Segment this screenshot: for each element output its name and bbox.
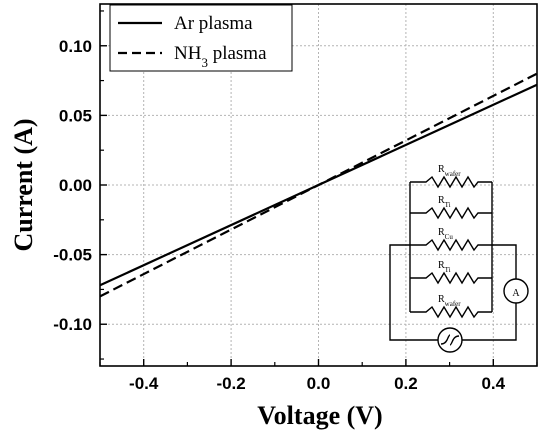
resistor-symbol	[410, 271, 492, 285]
resistor-label-sub: wafer	[445, 300, 462, 308]
y-tick-label: -0.05	[53, 246, 92, 265]
x-tick-label: -0.4	[129, 374, 159, 393]
y-tick-label: 0.10	[59, 37, 92, 56]
resistor-label-sub: Ti	[445, 266, 451, 274]
resistor-label-sub: Ti	[445, 201, 451, 209]
legend-label-ar: Ar plasma	[174, 13, 253, 34]
inset-outer-loop-top	[492, 244, 517, 279]
resistor-label-main: R	[438, 195, 445, 206]
circuit-inset	[389, 182, 529, 353]
resistor-symbol	[410, 238, 492, 252]
resistor-symbol	[410, 175, 492, 189]
y-tick-label: -0.10	[53, 315, 92, 334]
resistor-label: Rwafer	[438, 294, 461, 308]
resistor-label: Rwafer	[438, 164, 461, 178]
series-line-nh3-plasma	[99, 72, 538, 298]
data-series	[99, 72, 538, 298]
resistor-label: RTi	[438, 195, 451, 209]
resistor-label-sub: Cu	[445, 233, 454, 241]
resistor-label-main: R	[438, 294, 445, 305]
resistor-label-main: R	[438, 260, 445, 271]
x-axis-title: Voltage (V)	[257, 401, 382, 430]
legend-label-nh3-rest: plasma	[208, 43, 267, 64]
x-tick-label: 0.2	[394, 374, 418, 393]
resistor-symbol	[410, 305, 492, 319]
x-tick-label: 0.0	[307, 374, 331, 393]
y-tick-label: 0.00	[59, 176, 92, 195]
x-tick-label: 0.4	[481, 374, 505, 393]
resistor-label: RTi	[438, 260, 451, 274]
tick-labels: -0.4 -0.2 0.0 0.2 0.4 -0.10 -0.05 0.00 0.05 0.10	[53, 37, 505, 393]
legend-box	[109, 4, 293, 72]
resistor-label-main: R	[438, 164, 445, 175]
ac-source-symbol	[437, 327, 463, 353]
legend-label-nh3-main: NH	[174, 43, 202, 64]
legend-label-nh3: NH3 plasma	[174, 43, 267, 70]
inset-outer-loop	[389, 244, 438, 341]
resistor-label-main: R	[438, 227, 445, 238]
resistor-label-sub: wafer	[445, 170, 462, 178]
x-tick-label: -0.2	[216, 374, 245, 393]
ammeter-symbol	[503, 278, 529, 304]
ammeter-label: A	[512, 288, 520, 299]
legend-label-nh3-sub: 3	[201, 55, 208, 70]
ac-source-wave	[440, 334, 460, 346]
resistor-label: RCu	[438, 227, 453, 241]
legend: Ar plasma NH3 plasma	[109, 4, 293, 72]
y-axis-title: Current (A)	[9, 118, 38, 251]
axis-ticks	[99, 10, 538, 366]
resistor-symbol	[410, 206, 492, 220]
inset-outer-loop-right	[462, 303, 517, 341]
y-tick-label: 0.05	[59, 106, 92, 125]
inset-resistors	[410, 175, 492, 319]
